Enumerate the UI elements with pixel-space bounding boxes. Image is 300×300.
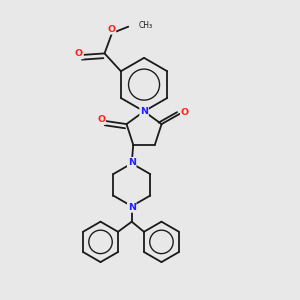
Text: N: N — [128, 158, 136, 167]
Text: N: N — [140, 107, 148, 116]
Text: O: O — [75, 50, 83, 58]
Text: N: N — [128, 203, 136, 212]
Text: O: O — [181, 108, 189, 117]
Text: O: O — [97, 115, 105, 124]
Text: CH₃: CH₃ — [139, 21, 153, 30]
Text: O: O — [107, 25, 116, 34]
